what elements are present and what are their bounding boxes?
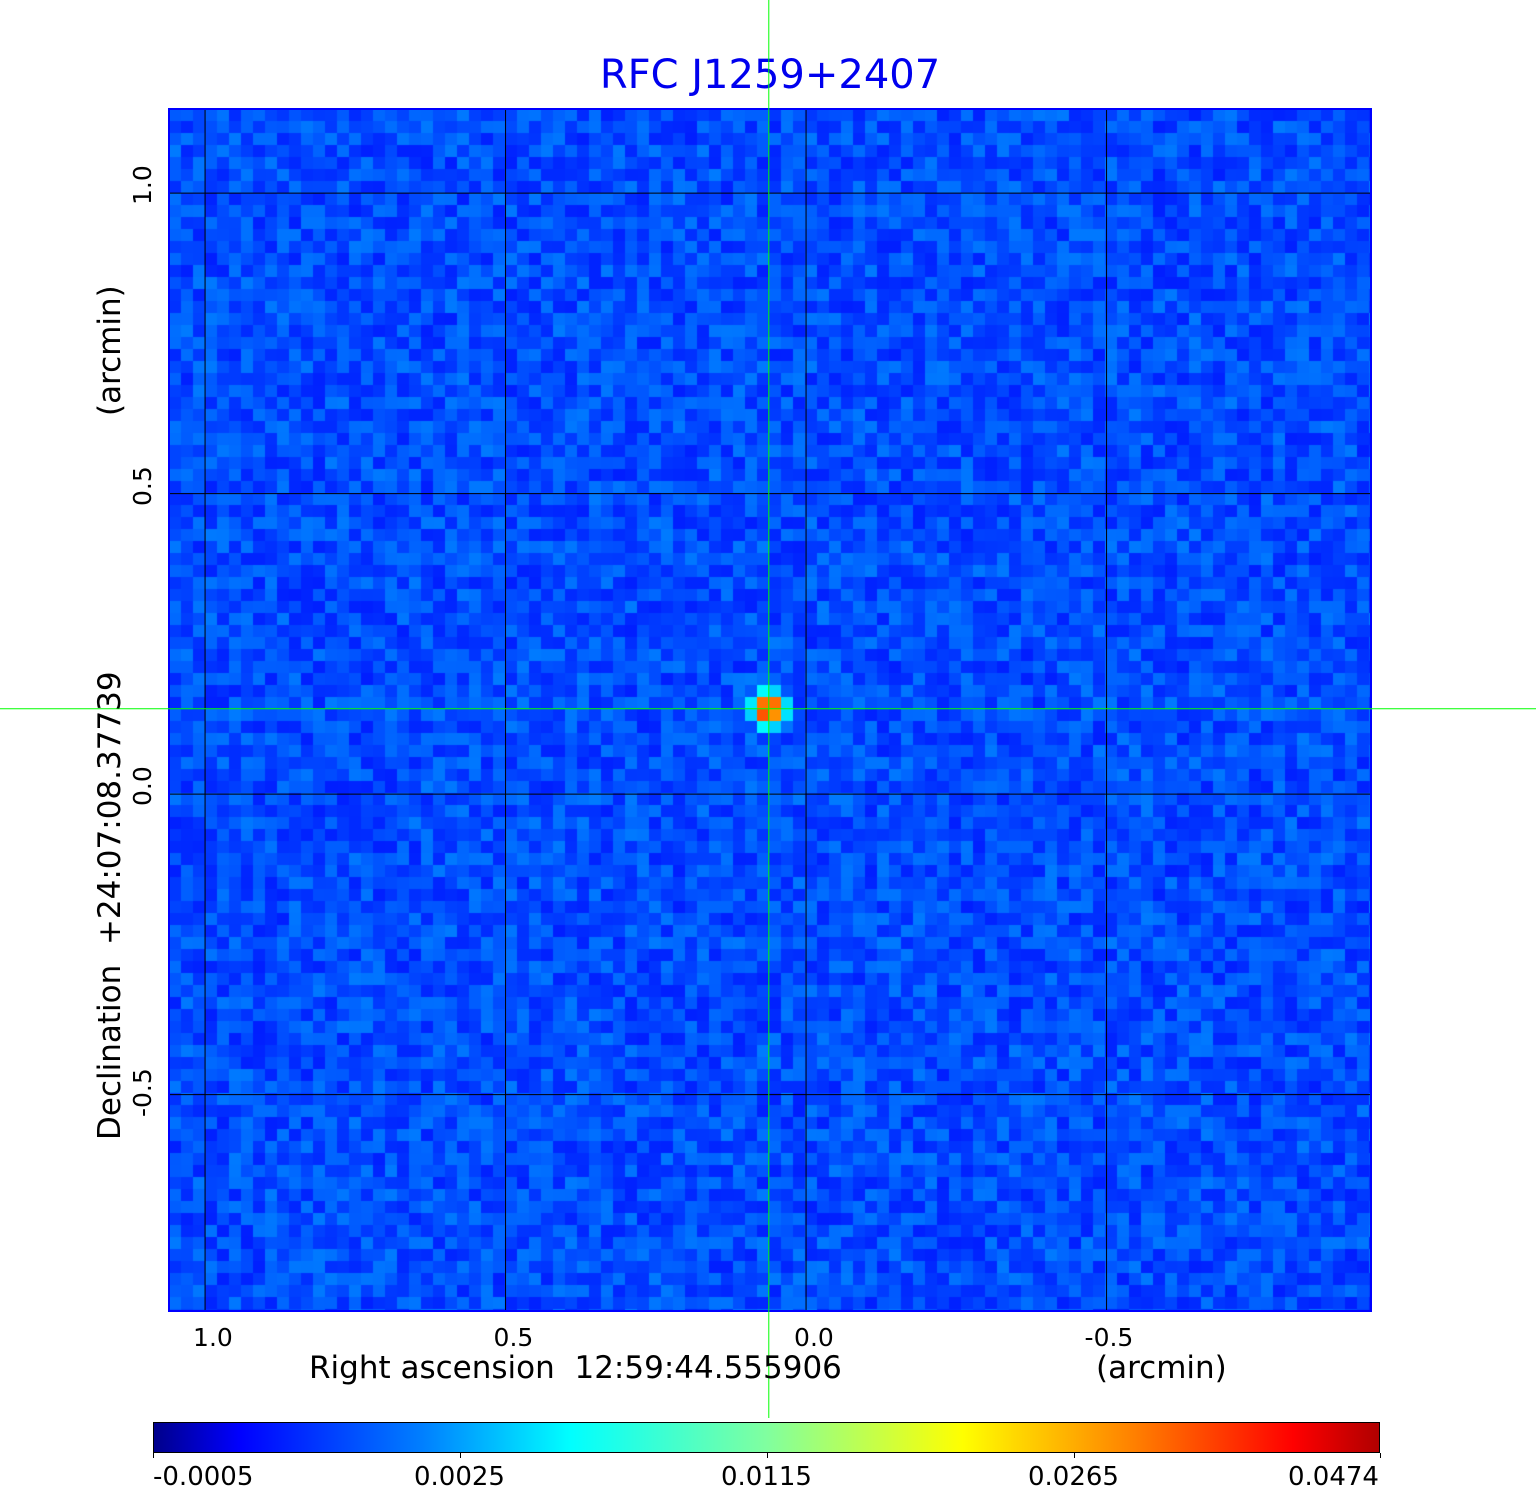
colorbar-tick-label: 0.0265 xyxy=(1028,1462,1119,1492)
x-tick-label: -0.5 xyxy=(1084,1323,1134,1352)
colorbar-tick-label: 0.0025 xyxy=(414,1462,505,1492)
x-tick-label: 0.0 xyxy=(794,1323,834,1352)
colorbar-tick-mark xyxy=(1380,1453,1381,1458)
colorbar-tick-mark xyxy=(1074,1453,1075,1458)
x-tick-label: 0.5 xyxy=(493,1323,534,1352)
y-tick-label: 0.5 xyxy=(128,465,157,506)
x-axis-unit: (arcmin) xyxy=(1096,1350,1227,1386)
colorbar-tick-mark xyxy=(153,1453,154,1458)
y-tick-label: -0.5 xyxy=(128,1067,157,1117)
x-tick-label: 1.0 xyxy=(193,1323,233,1352)
colorbar-tick-label: 0.0474 xyxy=(1288,1462,1379,1492)
x-axis-label: Right ascension 12:59:44.555906 xyxy=(309,1350,842,1386)
y-axis-label: Declination +24:07:08.37739 xyxy=(92,671,128,1140)
colorbar-tick-label: -0.0005 xyxy=(153,1462,254,1492)
y-tick-label: 0.0 xyxy=(128,766,157,807)
colorbar xyxy=(153,1422,1380,1453)
chart-title: RFC J1259+2407 xyxy=(599,52,941,98)
image-map xyxy=(169,109,1371,1311)
y-tick-label: 1.0 xyxy=(128,165,157,206)
y-axis-unit: (arcmin) xyxy=(92,285,128,416)
colorbar-tick-mark xyxy=(767,1453,768,1458)
colorbar-tick-label: 0.0115 xyxy=(721,1462,812,1492)
colorbar-tick-mark xyxy=(460,1453,461,1458)
